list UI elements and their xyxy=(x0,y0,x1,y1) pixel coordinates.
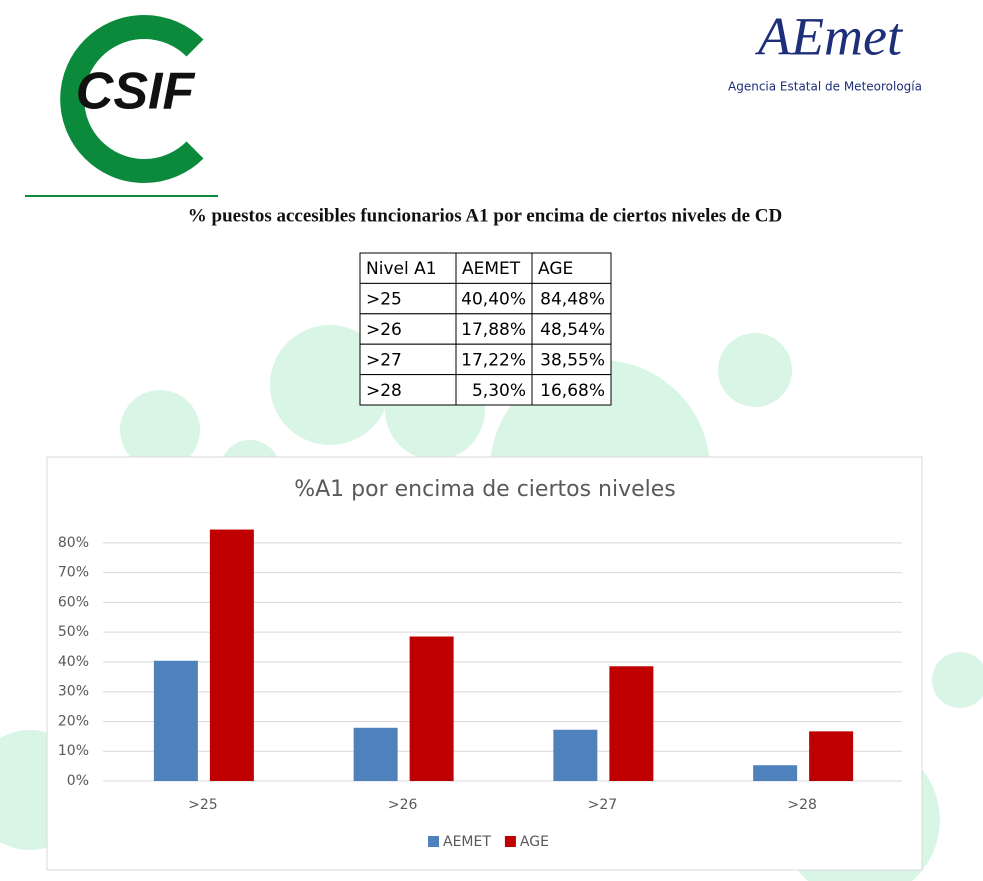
table-cell xyxy=(531,343,612,376)
table-cell-text: 17,88% xyxy=(461,320,526,340)
table-cell-text: 48,54% xyxy=(540,320,605,340)
bar xyxy=(609,666,654,781)
table-cell xyxy=(359,252,457,284)
aemet-subtitle: Agencia Estatal de Meteorología xyxy=(728,80,922,94)
y-tick-label: 50% xyxy=(58,624,89,640)
chart-title: %A1 por encima de ciertos niveles xyxy=(294,477,676,502)
table-cell-text: Nivel A1 xyxy=(366,259,437,279)
bar xyxy=(209,529,254,781)
table-cell xyxy=(531,313,612,345)
table-cell-text: 16,68% xyxy=(540,381,605,401)
bar xyxy=(409,636,454,781)
x-tick-label: >26 xyxy=(388,797,418,813)
table-cell xyxy=(531,374,612,406)
y-tick-label: 80% xyxy=(58,535,89,551)
csif-logo: CSIF xyxy=(76,63,196,121)
bar xyxy=(753,765,798,781)
y-tick-label: 0% xyxy=(67,773,89,789)
chart: 0% 10% 20% 30% 40% 50% 60% 70% 80% >25 >26 >27 >28 AE… xyxy=(58,529,902,850)
legend-swatch xyxy=(504,836,516,847)
csif-logo-arc xyxy=(60,15,204,183)
x-tick-label: >25 xyxy=(188,797,218,813)
table: Nivel A1 AEMET AGE >25 40,40% 84,48% >26 17,88%… xyxy=(359,252,612,406)
legend-label: AEMET xyxy=(443,834,491,850)
table-cell-text: 40,40% xyxy=(461,290,526,310)
table-cell-text: 84,48% xyxy=(540,290,605,310)
y-tick-label: 40% xyxy=(58,654,89,670)
table-cell xyxy=(359,313,457,345)
table-cell-text: >26 xyxy=(366,320,402,340)
x-tick-label: >27 xyxy=(588,797,618,813)
table-cell-text: >25 xyxy=(366,290,402,310)
table-cell-text: AGE xyxy=(538,259,573,279)
table-cell xyxy=(455,343,533,376)
table-cell xyxy=(531,252,612,284)
x-tick-label: >28 xyxy=(787,797,817,813)
aemet-logo: AEmet xyxy=(755,6,904,66)
y-tick-label: 20% xyxy=(58,713,89,729)
table-cell-text: 38,55% xyxy=(540,350,605,370)
table-cell-text: >28 xyxy=(366,381,402,401)
y-tick-label: 30% xyxy=(58,684,89,700)
y-tick-label: 70% xyxy=(58,565,89,581)
table-cell xyxy=(531,282,612,315)
table-cell-text: >27 xyxy=(366,350,402,370)
bar xyxy=(153,660,198,781)
table-cell xyxy=(455,313,533,345)
legend-swatch xyxy=(428,836,439,847)
table-cell-text: 5,30% xyxy=(472,381,526,401)
legend-label: AGE xyxy=(520,834,549,850)
y-tick-label: 60% xyxy=(58,594,89,610)
bar xyxy=(353,727,398,781)
bar xyxy=(553,729,598,781)
table-cell-text: 17,22% xyxy=(461,350,526,370)
table-cell-text: AEMET xyxy=(462,259,521,279)
document-title: % puestos accesibles funcionarios A1 por… xyxy=(188,205,782,226)
bar xyxy=(809,731,854,781)
y-tick-label: 10% xyxy=(58,743,89,759)
